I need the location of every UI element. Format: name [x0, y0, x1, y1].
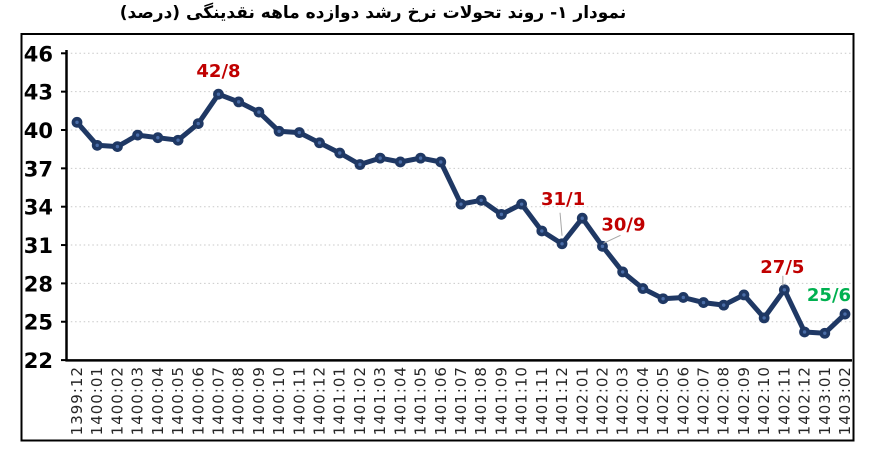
annotation-label: 30/9 — [601, 214, 645, 235]
x-axis-label: 1402:05 — [654, 366, 672, 435]
data-point-marker-center — [843, 312, 847, 316]
x-axis-label: 1402:11 — [775, 366, 793, 435]
data-point-marker-center — [742, 293, 746, 297]
data-point-marker-center — [519, 202, 524, 206]
data-point-marker-center — [439, 160, 443, 164]
data-point-marker-center — [762, 316, 766, 320]
y-axis-label: 46 — [24, 42, 53, 66]
data-point-marker-center — [418, 156, 423, 160]
chart-title: نمودار ۱- روند تحولات نرخ رشد دوازده ماه… — [119, 3, 627, 23]
x-axis-label: 1400:11 — [290, 366, 308, 435]
data-point-marker-center — [236, 100, 241, 104]
y-axis-label: 40 — [24, 119, 53, 143]
data-point-marker-center — [176, 138, 180, 142]
data-point-marker-center — [338, 151, 342, 155]
x-axis-label: 1401:03 — [371, 366, 389, 435]
x-axis-label: 1401:04 — [391, 366, 409, 435]
y-axis-label: 43 — [24, 81, 53, 105]
x-axis-label: 1400:01 — [88, 366, 106, 435]
x-axis-label: 1401:05 — [412, 366, 430, 435]
x-axis-label: 1402:10 — [755, 366, 773, 435]
x-axis-label: 1402:12 — [796, 366, 814, 435]
annotation-leader-line — [559, 212, 563, 236]
annotation-label: 27/5 — [760, 257, 804, 278]
data-point-marker-center — [317, 141, 322, 145]
data-point-marker-center — [641, 286, 645, 291]
data-point-marker-center — [297, 130, 302, 135]
x-axis-label: 1402:07 — [695, 366, 713, 435]
y-axis-label: 28 — [24, 272, 53, 296]
annotation-label: 31/1 — [541, 189, 585, 210]
data-point-marker-center — [479, 198, 483, 203]
x-axis-label: 1401:11 — [533, 366, 551, 435]
data-point-marker-center — [620, 270, 625, 274]
x-axis-label: 1401:07 — [452, 366, 470, 435]
data-point-marker-center — [580, 216, 584, 220]
y-axis-label: 22 — [24, 349, 53, 373]
data-point-marker-center — [459, 202, 463, 206]
x-axis-label: 1402:08 — [715, 366, 733, 435]
x-axis-label: 1402:04 — [634, 366, 652, 435]
data-point-marker-center — [95, 143, 99, 148]
x-axis-label: 1400:10 — [270, 366, 288, 435]
data-point-marker-center — [75, 120, 79, 125]
x-axis-label: 1401:01 — [331, 366, 349, 435]
data-point-marker-center — [135, 133, 140, 137]
data-point-marker-center — [681, 295, 685, 300]
data-point-marker-center — [216, 92, 221, 96]
x-axis-label: 1400:03 — [129, 366, 147, 435]
x-axis-label: 1402:09 — [735, 366, 753, 435]
data-point-marker-center — [277, 129, 281, 133]
y-axis-label: 37 — [24, 157, 53, 181]
x-axis-label: 1400:04 — [149, 366, 167, 435]
x-axis-label: 1400:06 — [189, 366, 207, 435]
annotation-leader-line — [603, 234, 621, 244]
x-axis-label: 1401:02 — [351, 366, 369, 435]
data-point-marker-center — [156, 135, 160, 140]
x-axis-label: 1400:09 — [250, 366, 268, 435]
x-axis-label: 1402:02 — [593, 366, 611, 435]
data-point-marker-center — [560, 242, 564, 246]
x-axis-label: 1400:12 — [311, 366, 329, 435]
x-axis-label: 1401:08 — [472, 366, 490, 435]
x-axis-label: 1401:09 — [492, 366, 510, 435]
x-axis-label: 1401:12 — [553, 366, 571, 435]
x-axis-label: 1400:02 — [108, 366, 126, 435]
data-point-marker-center — [600, 244, 605, 249]
x-axis-label: 1400:05 — [169, 366, 187, 435]
annotation-label: 25/6 — [807, 285, 851, 306]
data-point-marker-center — [499, 212, 504, 217]
y-axis-label: 25 — [24, 311, 53, 335]
data-point-marker-center — [782, 288, 787, 292]
data-point-marker-center — [358, 162, 362, 167]
data-point-marker-center — [540, 229, 544, 233]
x-axis-label: 1400:07 — [209, 366, 227, 435]
data-point-marker-center — [378, 156, 382, 160]
data-point-marker-center — [661, 297, 665, 301]
data-point-marker-center — [823, 331, 827, 335]
x-axis-label: 1403:01 — [816, 366, 834, 435]
data-point-marker-center — [701, 300, 706, 305]
data-point-marker-center — [802, 330, 807, 334]
x-axis-label: 1401:10 — [513, 366, 531, 435]
data-point-marker-center — [115, 144, 120, 149]
x-axis-label: 1400:08 — [230, 366, 248, 435]
annotation-label: 42/8 — [196, 61, 240, 82]
x-axis-label: 1403:02 — [836, 366, 854, 435]
data-point-marker-center — [196, 121, 200, 126]
y-axis-label: 34 — [24, 196, 53, 220]
x-axis-label: 1402:03 — [614, 366, 632, 435]
x-axis-label: 1402:01 — [573, 366, 591, 435]
y-axis-label: 31 — [24, 234, 53, 258]
data-point-marker-center — [722, 303, 726, 307]
data-point-marker-center — [257, 110, 261, 114]
x-axis-label: 1399:12 — [68, 366, 86, 435]
data-point-marker-center — [398, 160, 403, 164]
x-axis-label: 1402:06 — [674, 366, 692, 435]
chart-frame — [20, 33, 855, 442]
x-axis-label: 1401:06 — [432, 366, 450, 435]
